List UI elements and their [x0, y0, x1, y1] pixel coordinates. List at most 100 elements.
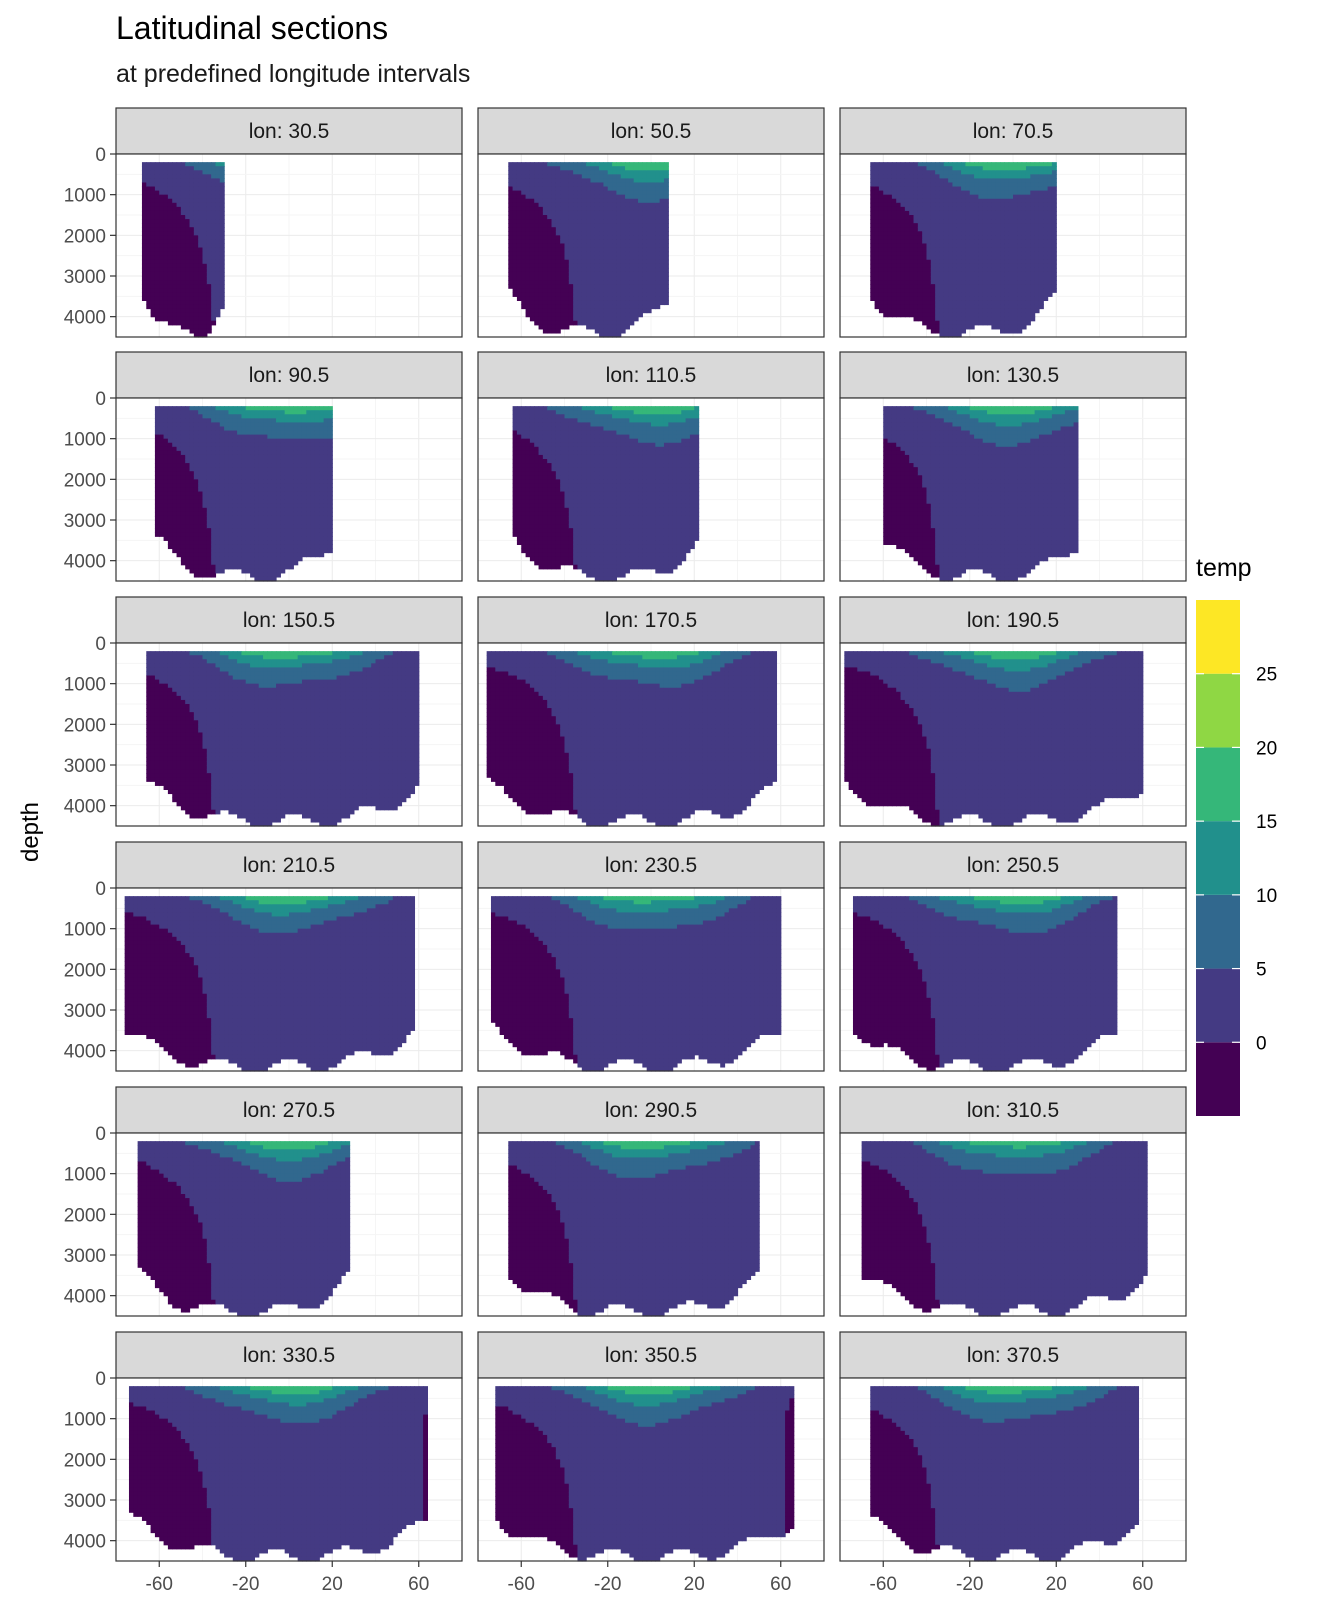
field-cell: [891, 267, 897, 273]
field-cell: [508, 267, 514, 273]
field-cell: [878, 231, 884, 236]
field-cell: [547, 271, 553, 277]
field-cell: [939, 182, 945, 188]
field-cell: [974, 300, 979, 306]
field-cell: [245, 406, 251, 411]
field-cell: [159, 194, 165, 200]
field-cell: [603, 219, 609, 224]
field-cell: [1030, 231, 1036, 236]
field-cell: [547, 263, 553, 269]
field-cell: [508, 210, 514, 216]
field-cell: [1004, 255, 1010, 261]
field-cell: [1008, 300, 1014, 306]
field-cell: [542, 280, 548, 285]
field-cell: [254, 446, 260, 452]
field-cell: [555, 251, 561, 257]
field-cell: [1043, 247, 1049, 253]
field-cell: [900, 186, 906, 192]
field-cell: [198, 475, 204, 480]
field-cell: [599, 162, 605, 167]
field-cell: [189, 487, 195, 493]
field-cell: [616, 332, 622, 338]
field-cell: [603, 320, 609, 326]
field-cell: [525, 235, 531, 240]
field-cell: [219, 410, 225, 415]
field-cell: [167, 406, 173, 411]
field-cell: [193, 223, 199, 228]
field-cell: [974, 178, 979, 184]
field-cell: [215, 406, 221, 411]
field-cell: [508, 182, 514, 188]
field-cell: [206, 544, 212, 550]
field-cell: [180, 178, 186, 184]
field-cell: [250, 463, 255, 468]
field-cell: [939, 296, 945, 301]
field-cell: [939, 162, 945, 167]
field-cell: [159, 308, 165, 314]
field-cell: [176, 174, 182, 179]
field-cell: [991, 263, 997, 269]
field-cell: [978, 162, 984, 167]
field-cell: [603, 235, 609, 240]
field-cell: [926, 215, 932, 220]
field-cell: [939, 174, 945, 179]
field-cell: [913, 304, 919, 310]
field-cell: [581, 162, 587, 167]
field-cell: [982, 239, 988, 245]
field-cell: [891, 206, 897, 212]
field-cell: [198, 162, 204, 167]
field-cell: [250, 560, 255, 566]
field-cell: [215, 471, 221, 476]
field-cell: [521, 227, 527, 232]
field-cell: [1004, 231, 1010, 236]
field-cell: [952, 194, 958, 200]
field-cell: [939, 284, 945, 289]
field-cell: [215, 475, 221, 480]
field-cell: [202, 328, 208, 334]
field-cell: [891, 178, 897, 184]
field-cell: [577, 219, 583, 224]
field-cell: [564, 259, 570, 265]
field-cell: [887, 186, 893, 192]
field-cell: [215, 410, 221, 415]
field-cell: [232, 532, 238, 537]
field-cell: [176, 251, 182, 257]
field-cell: [1013, 328, 1018, 334]
field-cell: [586, 182, 592, 188]
field-cell: [1021, 231, 1027, 236]
field-cell: [961, 251, 967, 257]
field-cell: [146, 198, 152, 204]
field-cell: [594, 320, 600, 326]
field-cell: [154, 206, 160, 212]
field-cell: [935, 194, 941, 200]
field-cell: [590, 215, 596, 220]
field-cell: [525, 227, 531, 232]
field-cell: [163, 406, 169, 411]
field-cell: [896, 304, 902, 310]
field-cell: [1047, 215, 1053, 220]
field-cell: [1038, 202, 1044, 208]
field-cell: [232, 434, 238, 440]
field-cell: [193, 438, 199, 444]
field-cell: [206, 426, 212, 432]
field-cell: [185, 296, 191, 301]
field-cell: [594, 170, 600, 175]
field-cell: [870, 174, 876, 179]
field-cell: [642, 280, 648, 285]
field-cell: [935, 276, 941, 281]
field-cell: [508, 202, 514, 208]
field-cell: [167, 223, 173, 228]
field-cell: [956, 170, 962, 175]
field-cell: [995, 186, 1001, 192]
field-cell: [607, 312, 613, 318]
field-cell: [224, 471, 230, 476]
field-cell: [172, 259, 178, 265]
field-cell: [198, 255, 204, 261]
field-cell: [1051, 210, 1057, 216]
field-cell: [154, 524, 160, 529]
field-cell: [599, 332, 605, 338]
field-cell: [922, 247, 928, 253]
field-cell: [659, 267, 665, 273]
field-cell: [607, 267, 613, 273]
field-cell: [159, 247, 165, 253]
